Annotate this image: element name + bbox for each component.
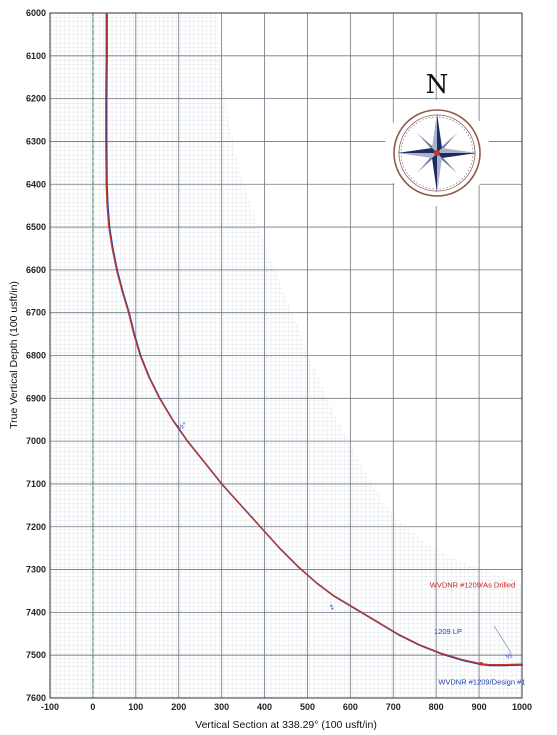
y-tick-label: 6600 [26, 265, 46, 275]
y-tick-label: 6800 [26, 351, 46, 361]
annotation-label: 1209 LP [434, 627, 462, 636]
x-axis-label: Vertical Section at 338.29° (100 usft/in… [195, 719, 377, 731]
y-tick-label: 7400 [26, 607, 46, 617]
compass-north-label: N [426, 70, 449, 100]
landing-leader-line [493, 625, 512, 654]
annotations: WVDNR #1209/As Drilled 1209 LP WVDNR #1209… [176, 420, 526, 686]
x-tick-label: 800 [429, 702, 444, 712]
x-tick-label: -100 [41, 702, 59, 712]
y-tick-label: 7200 [26, 522, 46, 532]
x-tick-label: 400 [257, 702, 272, 712]
plot-frame [49, 12, 523, 699]
annotation-label: WVDNR #1209/Design #1 [438, 677, 525, 686]
x-tick-label: 700 [386, 702, 401, 712]
x-tick-label: 0 [90, 702, 95, 712]
y-tick-label: 7300 [26, 565, 46, 575]
x-tick-label: 100 [128, 702, 143, 712]
inclination-marker: ½° [176, 420, 188, 432]
compass-rose-icon [384, 100, 490, 206]
x-tick-label: 900 [472, 702, 487, 712]
y-tick-label: 6900 [26, 393, 46, 403]
y-tick-label: 7500 [26, 650, 46, 660]
y-tick-label: 7600 [26, 693, 46, 703]
y-tick-label: 6400 [26, 179, 46, 189]
x-tick-label: 500 [300, 702, 315, 712]
inclination-marker: ½ [504, 650, 514, 661]
x-tick-label: 300 [214, 702, 229, 712]
landing-point-marker [479, 661, 484, 666]
axes: -100 0 100 200 300 400 500 600 700 800 900 1000 6000… [26, 8, 532, 712]
drilled-series-line [105, 13, 523, 666]
y-tick-label: 6300 [26, 136, 46, 146]
x-tick-label: 200 [171, 702, 186, 712]
y-tick-label: 6200 [26, 94, 46, 104]
x-tick-label: 1000 [512, 702, 532, 712]
y-tick-label: 6000 [26, 8, 46, 18]
inclination-marker: ‡ [328, 602, 336, 612]
x-tick-label: 600 [343, 702, 358, 712]
y-tick-label: 6700 [26, 308, 46, 318]
y-tick-label: 6500 [26, 222, 46, 232]
y-axis-label: True Vertical Depth (100 usft/in) [8, 281, 20, 429]
y-tick-label: 7000 [26, 436, 46, 446]
annotation-label: WVDNR #1209/As Drilled [430, 581, 515, 590]
y-tick-label: 6100 [26, 51, 46, 61]
y-tick-label: 7100 [26, 479, 46, 489]
series-layer [105, 13, 523, 667]
